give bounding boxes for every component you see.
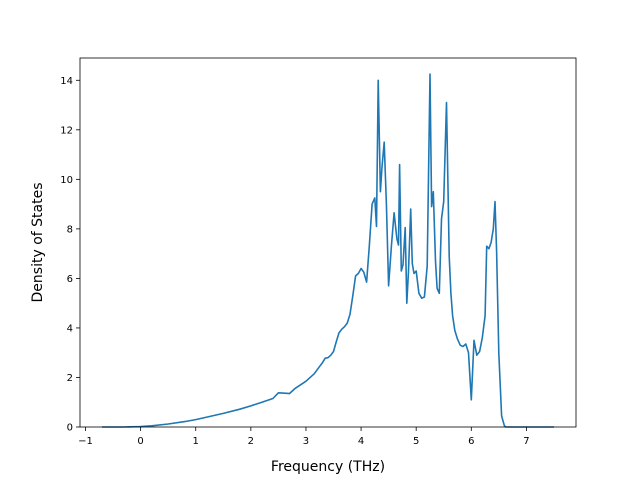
y-tick-label: 2 [67,373,73,384]
y-tick-label: 0 [67,423,73,434]
x-tick-label: 5 [413,436,419,447]
x-tick-label: 2 [248,436,254,447]
x-tick-label: 7 [523,436,529,447]
y-tick-label: 4 [67,323,73,334]
y-tick-label: 12 [60,125,73,136]
x-tick-label: 4 [358,436,364,447]
plot-area [102,73,554,428]
axes-frame [79,57,577,428]
x-tick-label: 3 [303,436,309,447]
x-tick-label: 6 [468,436,474,447]
y-tick-label: 8 [67,224,73,235]
y-axis-label: Density of States [30,183,46,303]
x-axis-ticks: −1 0 1 2 3 4 5 6 7 [78,427,530,447]
x-tick-label: 0 [137,436,143,447]
dos-series-line [102,73,554,428]
y-axis-ticks: 0 2 4 6 8 10 12 14 [60,76,80,434]
y-tick-label: 14 [60,76,73,87]
x-tick-label: −1 [78,436,93,447]
y-tick-label: 10 [60,175,73,186]
x-axis-label: Frequency (THz) [271,459,385,475]
x-tick-label: 1 [193,436,199,447]
y-tick-label: 6 [67,274,73,285]
